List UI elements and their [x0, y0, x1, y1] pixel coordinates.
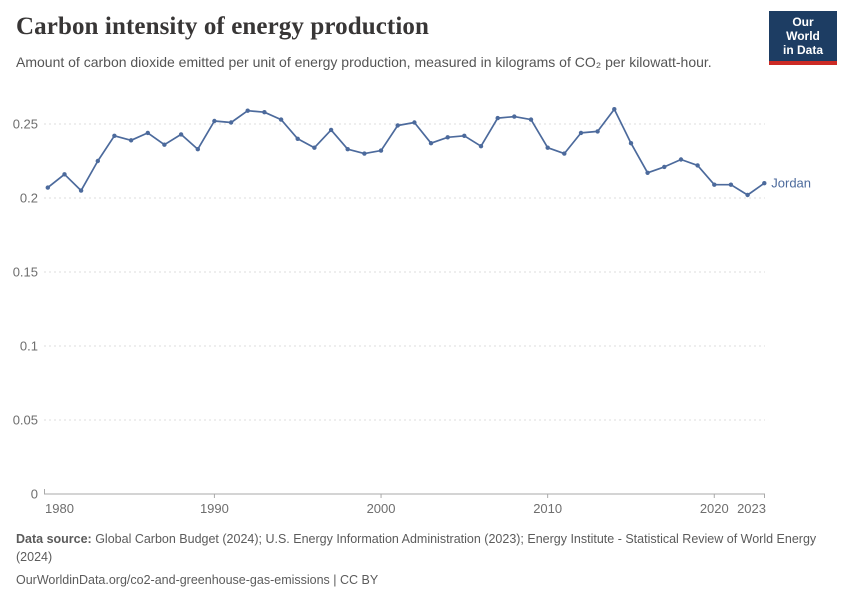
data-point[interactable]	[712, 182, 717, 187]
data-point[interactable]	[245, 108, 250, 113]
owid-logo: Our World in Data	[769, 11, 837, 65]
data-point[interactable]	[495, 115, 500, 121]
chart-area: 0 0.05 0.1 0.15 0.2 0.25 1980 1990 2000 2010 2020 2…	[0, 90, 850, 533]
data-point[interactable]	[612, 107, 617, 112]
x-tick-label: 2020	[700, 501, 729, 516]
data-point[interactable]	[695, 163, 700, 168]
data-point[interactable]	[312, 145, 317, 150]
data-source-line: Data source: Global Carbon Budget (2024)…	[16, 530, 836, 566]
data-point[interactable]	[262, 110, 267, 115]
data-point[interactable]	[45, 185, 50, 190]
data-point[interactable]	[178, 132, 184, 137]
data-point[interactable]	[62, 172, 67, 177]
data-point[interactable]	[678, 157, 684, 162]
y-tick-label: 0.15	[13, 265, 38, 280]
data-point[interactable]	[528, 117, 534, 122]
y-tick-label: 0.05	[13, 413, 38, 428]
owid-logo-line2: in Data	[782, 43, 823, 57]
data-point[interactable]	[628, 141, 634, 146]
citation-line[interactable]: OurWorldinData.org/co2-and-greenhouse-ga…	[16, 573, 379, 587]
x-tick-label: 1990	[200, 501, 229, 516]
data-point[interactable]	[428, 141, 434, 146]
data-point[interactable]	[145, 130, 150, 136]
data-point[interactable]	[195, 147, 200, 152]
owid-logo-line1: Our World	[786, 15, 820, 43]
data-point[interactable]	[728, 182, 734, 187]
series-label-jordan[interactable]: Jordan	[771, 176, 811, 191]
y-tick-label: 0.1	[20, 339, 38, 354]
data-point[interactable]	[762, 181, 767, 186]
data-point[interactable]	[212, 118, 217, 124]
data-point[interactable]	[378, 148, 384, 153]
data-point[interactable]	[578, 130, 584, 136]
data-point[interactable]	[162, 142, 167, 147]
y-tick-label: 0	[31, 487, 38, 502]
data-point[interactable]	[745, 192, 750, 198]
data-point[interactable]	[228, 120, 234, 125]
data-point[interactable]	[328, 127, 334, 133]
line-series-jordan	[46, 108, 766, 196]
y-tick-label: 0.25	[13, 117, 38, 132]
data-point[interactable]	[95, 158, 101, 164]
x-tick-label: 1980	[45, 501, 74, 516]
page-title: Carbon intensity of energy production	[16, 13, 429, 40]
data-point[interactable]	[462, 133, 467, 138]
data-point[interactable]	[295, 136, 300, 141]
x-tick-label: 2023	[737, 501, 766, 516]
chart-subtitle: Amount of carbon dioxide emitted per uni…	[16, 54, 712, 70]
data-point[interactable]	[278, 117, 284, 122]
data-point[interactable]	[395, 123, 400, 128]
data-point[interactable]	[128, 138, 134, 143]
data-point[interactable]	[662, 164, 667, 170]
data-point[interactable]	[595, 129, 600, 134]
data-source-label: Data source:	[16, 532, 92, 546]
data-point[interactable]	[345, 147, 350, 152]
data-point[interactable]	[78, 188, 84, 193]
data-point[interactable]	[478, 144, 484, 149]
data-point[interactable]	[545, 145, 550, 150]
data-point[interactable]	[112, 133, 117, 138]
data-point[interactable]	[512, 114, 517, 119]
chart-canvas[interactable]: 0 0.05 0.1 0.15 0.2 0.25 1980 1990 2000 2010 2020 2…	[0, 90, 850, 528]
data-point[interactable]	[445, 135, 450, 140]
chart-footer: Data source: Global Carbon Budget (2024)…	[16, 530, 836, 589]
data-point[interactable]	[562, 151, 567, 156]
x-tick-label: 2000	[367, 501, 396, 516]
data-point[interactable]	[645, 170, 650, 175]
x-tick-label: 2010	[533, 501, 562, 516]
data-point[interactable]	[362, 151, 367, 156]
data-point[interactable]	[412, 120, 417, 125]
y-tick-label: 0.2	[20, 191, 38, 206]
data-source-text: Global Carbon Budget (2024); U.S. Energy…	[16, 532, 817, 564]
